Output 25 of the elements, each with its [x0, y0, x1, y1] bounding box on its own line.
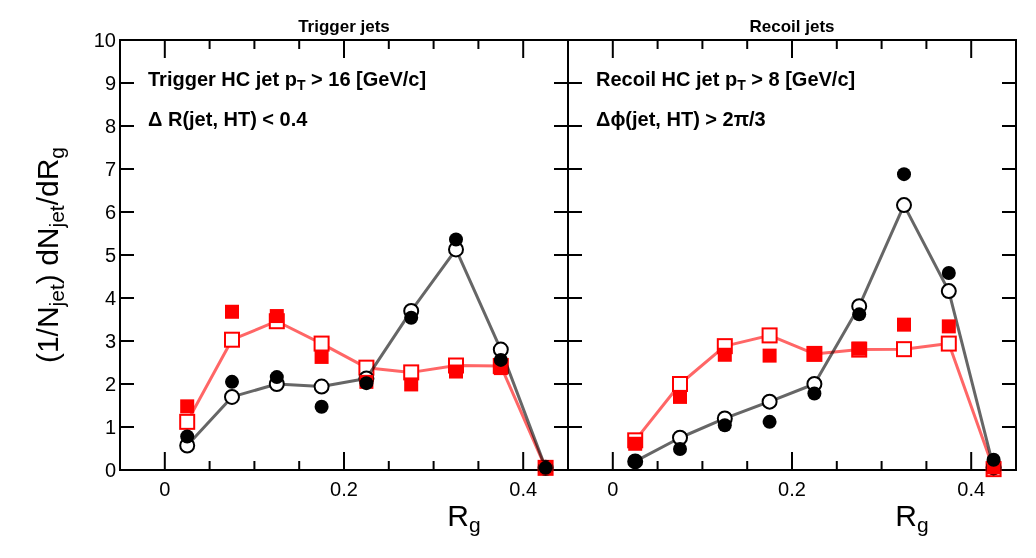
y-tick-label: 1 — [104, 416, 116, 438]
annotation: Δϕ(jet, HT) > 2π/3 — [596, 108, 766, 130]
y-tick-label: 9 — [104, 72, 116, 94]
y-tick-label: 7 — [104, 158, 116, 180]
y-tick-label: 5 — [104, 244, 116, 266]
annotation: Recoil HC jet p$_{T}$ > 8 [GeV/c] — [596, 68, 856, 94]
annotation: Δ R(jet, HT) < 0.4 — [148, 108, 309, 130]
x-tick-label: 0.2 — [778, 478, 806, 500]
chart-title: Recoil jets — [749, 17, 835, 36]
x-tick-label: 0 — [159, 478, 171, 500]
x-tick-label: 0.4 — [509, 478, 538, 500]
y-tick-label: 10 — [93, 29, 116, 51]
x-tick-label: 0.4 — [957, 478, 986, 500]
y-tick-label: 6 — [104, 201, 116, 223]
x-tick-label: 0.2 — [330, 478, 358, 500]
x-axis-title: R$_{g}$ — [895, 499, 929, 537]
y-tick-label: 2 — [104, 373, 116, 395]
y-tick-label: 4 — [104, 287, 116, 309]
y-tick-label: 8 — [104, 115, 116, 137]
y-tick-label: 0 — [104, 459, 116, 481]
chart-title: Trigger jets — [298, 17, 390, 36]
x-tick-label: 0 — [607, 478, 619, 500]
y-tick-label: 3 — [104, 330, 116, 352]
x-axis-title: R$_{g}$ — [447, 499, 481, 537]
annotation: Trigger HC jet p$_{T}$ > 16 [GeV/c] — [148, 68, 427, 94]
